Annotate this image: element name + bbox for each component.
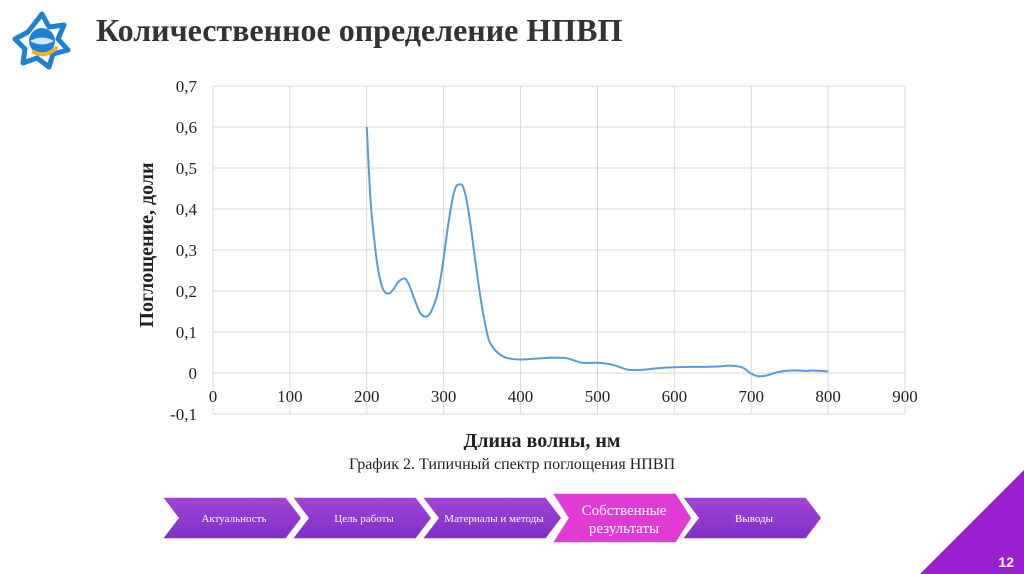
series-line-0 — [365, 126, 829, 378]
slide-title: Количественное определение НПВП — [96, 12, 623, 48]
x-tick-label: 0 — [209, 387, 218, 406]
x-tick-label: 500 — [585, 387, 611, 406]
x-tick-label: 600 — [662, 387, 688, 406]
x-tick-label: 100 — [277, 387, 303, 406]
nav-chevron — [290, 496, 433, 540]
nav-step-label: Выводы — [735, 513, 774, 525]
logo-star-outline — [12, 11, 71, 70]
x-axis-label: Длина волны, нм — [464, 430, 621, 450]
y-tick-label: 0 — [189, 364, 198, 383]
x-tick-labels: 0 100 200 300 400 500 600 700 800 900 — [209, 387, 918, 406]
university-logo — [12, 11, 71, 70]
x-tick-label: 800 — [815, 387, 841, 406]
nav-chevron — [160, 496, 303, 540]
chart-caption: График 2. Типичный спектр поглощения НПВ… — [348, 456, 676, 473]
absorption-spectrum-chart: -0,1 0 0,1 0,2 0,3 0,4 0,5 0,6 0,7 0 100 200 300 400… — [136, 77, 918, 450]
nav-chevron — [550, 492, 693, 544]
y-axis-label: Поглощение, доли — [136, 162, 158, 327]
nav-step-3[interactable]: Материалы и методы — [420, 496, 563, 540]
y-tick-label: 0,6 — [176, 118, 197, 137]
vertical-gridlines — [212, 86, 906, 414]
nav-step-2[interactable]: Цель работы — [290, 496, 433, 540]
nav-step-label: Материалы и методы — [444, 513, 544, 525]
nav-step-label: Актуальность — [201, 513, 266, 525]
nav-step-4[interactable]: Собственные результаты — [550, 492, 693, 544]
y-tick-label: 0,2 — [176, 282, 197, 301]
nav-step-label: Собственные результаты — [582, 503, 667, 537]
x-tick-label: 200 — [354, 387, 380, 406]
y-tick-label: 0,7 — [176, 77, 198, 96]
y-tick-label: 0,4 — [176, 200, 198, 219]
horizontal-gridlines — [213, 85, 905, 415]
nav-chevron — [680, 496, 823, 540]
y-tick-label: 0,1 — [176, 323, 197, 342]
nav-chevron — [420, 496, 563, 540]
x-tick-label: 900 — [892, 387, 918, 406]
y-tick-label: -0,1 — [170, 405, 197, 424]
x-tick-label: 700 — [738, 387, 764, 406]
nav-step-5[interactable]: Выводы — [680, 496, 823, 540]
y-tick-label: 0,5 — [176, 159, 197, 178]
nav-step-1[interactable]: Актуальность — [160, 496, 303, 540]
nav-step-label: Цель работы — [334, 513, 394, 525]
x-tick-label: 300 — [431, 387, 457, 406]
logo-gold-arc — [32, 46, 58, 57]
y-tick-label: 0,3 — [176, 241, 197, 260]
corner-decoration — [920, 470, 1024, 574]
logo-globe-band — [30, 37, 54, 45]
slide-number: 12 — [998, 554, 1014, 570]
x-tick-label: 400 — [508, 387, 534, 406]
y-tick-labels: -0,1 0 0,1 0,2 0,3 0,4 0,5 0,6 0,7 — [170, 77, 197, 424]
